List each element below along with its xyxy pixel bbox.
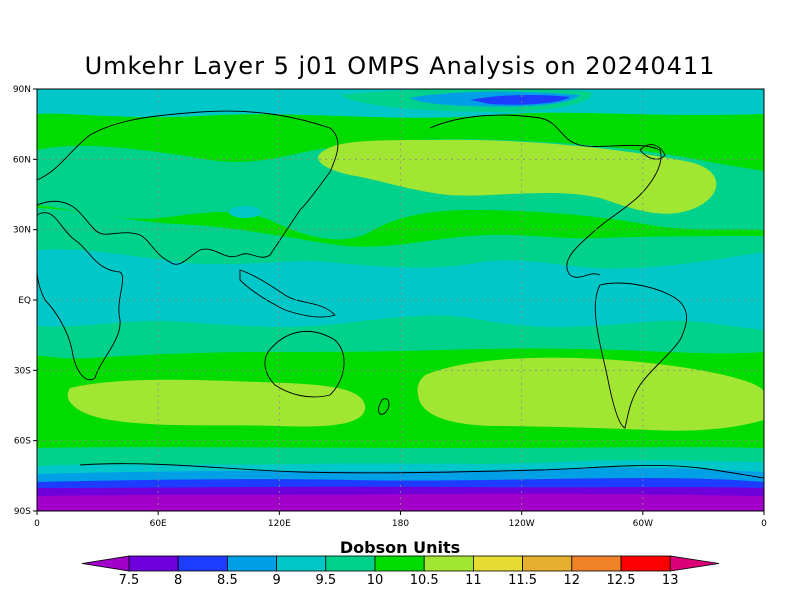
colorbar-swatch bbox=[423, 555, 474, 572]
coast-north-america bbox=[429, 114, 662, 278]
colorbar-label: 13 bbox=[662, 573, 679, 588]
x-tick-label: 0 bbox=[761, 519, 767, 529]
colorbar: 7.5 8 8.5 9 9.5 10 10.5 11 11.5 12 12.5 13 bbox=[81, 555, 720, 588]
colorbar-label: 11.5 bbox=[508, 573, 537, 588]
coast-africa bbox=[37, 212, 124, 381]
coast-antarctica bbox=[79, 463, 764, 479]
coast-maritime-asia bbox=[239, 269, 336, 318]
x-tick-label: 120W bbox=[509, 519, 535, 529]
colorbar-label: 8 bbox=[174, 573, 182, 588]
coast-eurasia bbox=[37, 110, 339, 265]
y-tick-label: 90S bbox=[14, 507, 31, 517]
colorbar-swatch bbox=[620, 555, 671, 572]
colorbar-swatch bbox=[177, 555, 228, 572]
y-tick-label: EQ bbox=[18, 296, 31, 306]
y-tick-label: 90N bbox=[13, 85, 31, 95]
gridlines bbox=[37, 89, 764, 511]
colorbar-label: 9 bbox=[272, 573, 280, 588]
band-equatorial bbox=[37, 249, 764, 330]
band-southern-high-west bbox=[67, 379, 366, 427]
y-tick-label: 60S bbox=[14, 437, 31, 447]
map-title: Umkehr Layer 5 j01 OMPS Analysis on 2024… bbox=[84, 52, 716, 80]
colorbar-label: 10.5 bbox=[410, 573, 439, 588]
coast-south-america bbox=[594, 282, 687, 429]
y-tick-label: 30S bbox=[14, 366, 31, 376]
colorbar-swatch bbox=[128, 555, 179, 572]
y-tick-label: 30N bbox=[13, 226, 31, 236]
colorbar-label: 10 bbox=[367, 573, 384, 588]
colorbar-high-cap bbox=[669, 555, 720, 572]
latitude-axis: 90N 60N 30N EQ 30S 60S 90S bbox=[13, 85, 37, 517]
colorbar-label: 9.5 bbox=[315, 573, 336, 588]
longitude-axis: 0 60E 120E 180 120W 60W 0 bbox=[34, 511, 767, 529]
colorbar-swatch bbox=[276, 555, 327, 572]
colorbar-low-cap bbox=[81, 555, 130, 572]
colorbar-title: Dobson Units bbox=[339, 538, 461, 557]
coast-new-zealand bbox=[378, 398, 390, 415]
x-tick-label: 60W bbox=[633, 519, 653, 529]
colorbar-swatch bbox=[522, 555, 573, 572]
x-tick-label: 0 bbox=[34, 519, 40, 529]
colorbar-swatch bbox=[472, 555, 523, 572]
colorbar-label: 11 bbox=[465, 573, 482, 588]
colorbar-swatch bbox=[374, 555, 425, 572]
colorbar-swatch bbox=[571, 555, 622, 572]
coast-australia bbox=[264, 330, 345, 398]
colorbar-swatch bbox=[325, 555, 376, 572]
x-tick-label: 180 bbox=[392, 519, 409, 529]
colorbar-label: 12.5 bbox=[607, 573, 636, 588]
colorbar-label: 12 bbox=[564, 573, 581, 588]
x-tick-label: 60E bbox=[150, 519, 167, 529]
coastlines bbox=[37, 110, 764, 479]
band-north-polar-min bbox=[470, 95, 570, 105]
band-southern-polar-6 bbox=[37, 493, 764, 511]
coast-greenland-edge bbox=[639, 144, 666, 160]
colorbar-label: 8.5 bbox=[217, 573, 238, 588]
ozone-contour-field bbox=[37, 89, 764, 511]
contour-blob bbox=[229, 206, 261, 218]
y-tick-label: 60N bbox=[13, 155, 31, 165]
band-northern-high bbox=[318, 139, 717, 214]
x-tick-label: 120E bbox=[268, 519, 291, 529]
colorbar-swatch bbox=[226, 555, 277, 572]
band-southern-high-east bbox=[417, 357, 764, 431]
colorbar-label: 7.5 bbox=[119, 573, 140, 588]
band-subtropical-south bbox=[37, 315, 764, 359]
